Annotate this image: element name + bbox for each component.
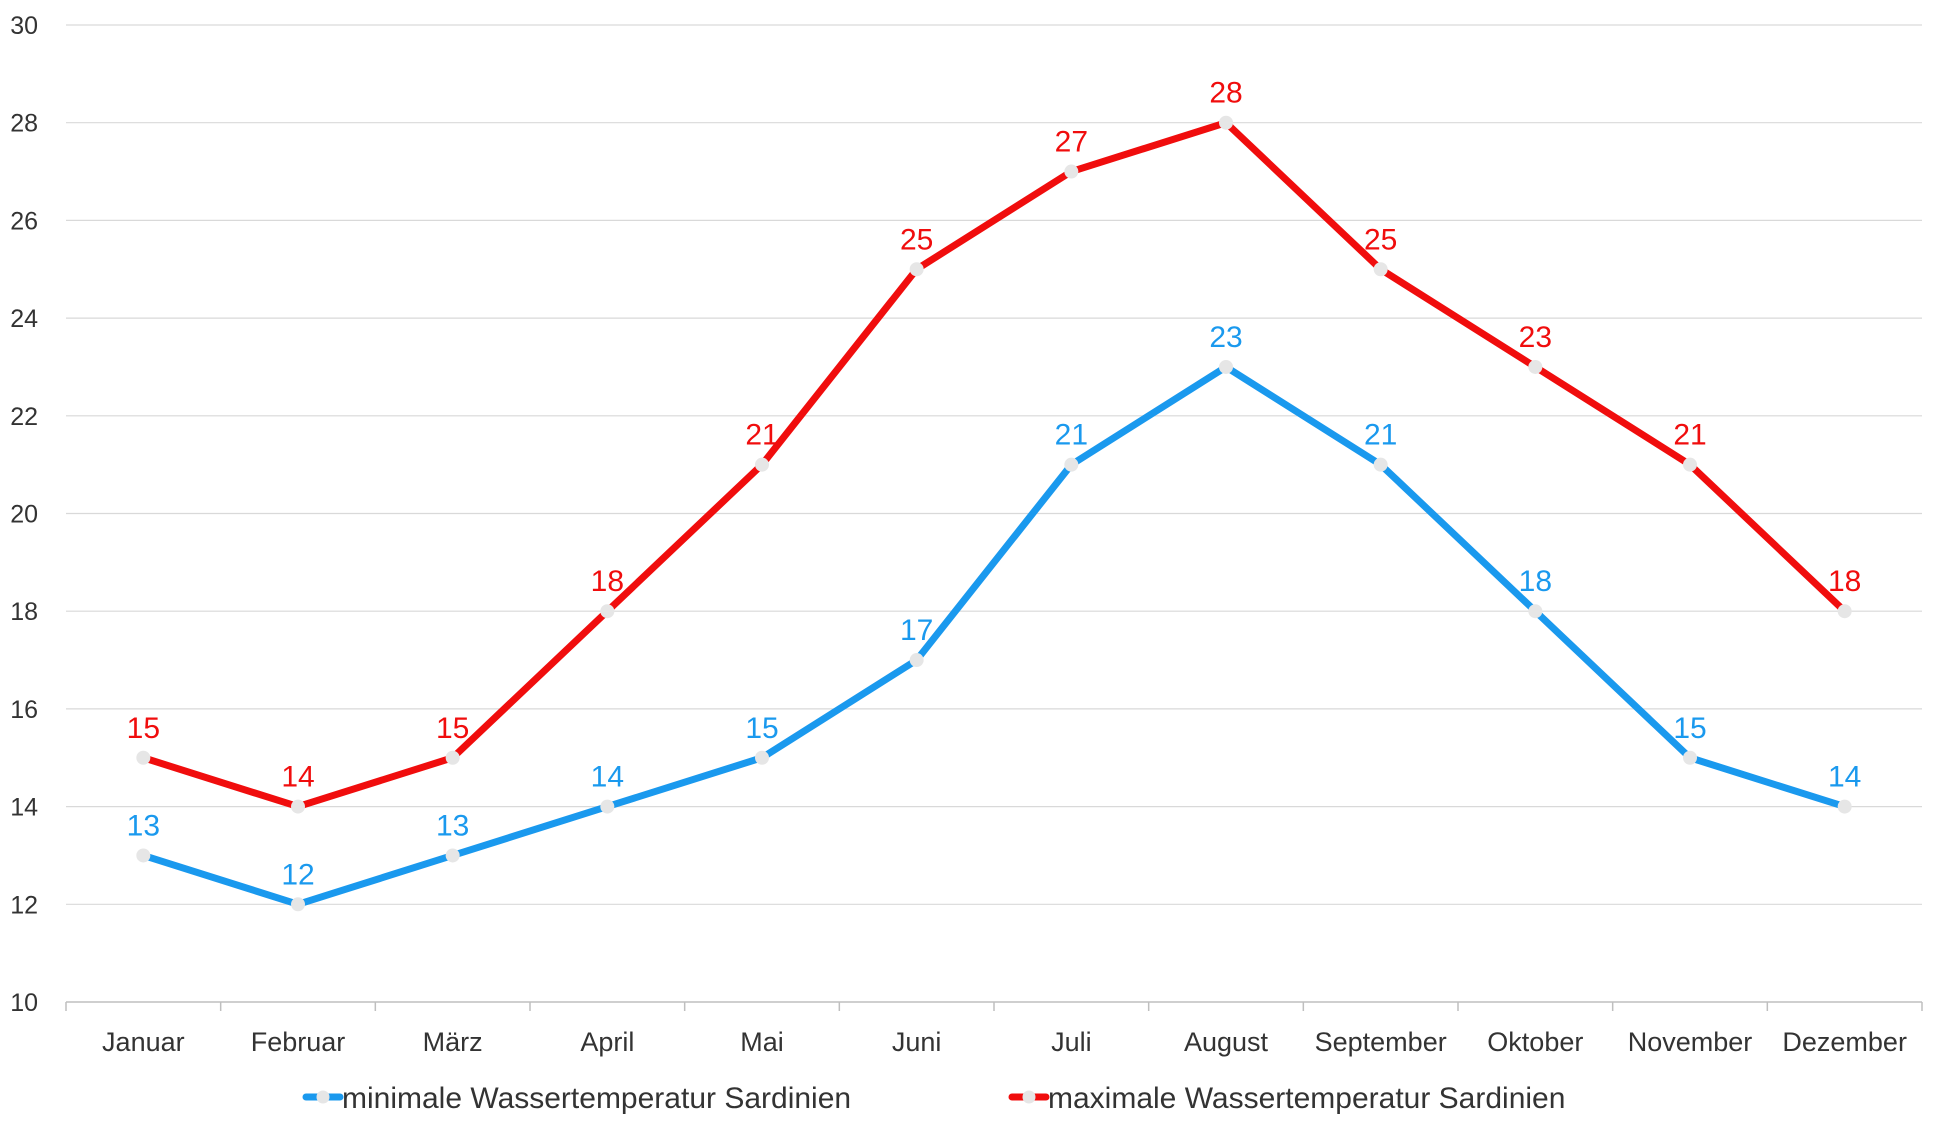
data-label: 23 <box>1519 321 1552 354</box>
data-point <box>291 799 305 814</box>
y-tick-label: 20 <box>10 501 38 529</box>
data-label: 27 <box>1055 126 1088 159</box>
x-tick-label: Februar <box>251 1027 346 1057</box>
y-tick-label: 16 <box>10 696 38 724</box>
series-line <box>139 119 1849 811</box>
data-label: 21 <box>1055 419 1088 452</box>
data-label: 21 <box>745 419 778 452</box>
data-point <box>600 799 615 814</box>
y-tick-label: 12 <box>10 891 38 919</box>
data-point <box>1064 164 1079 179</box>
data-point <box>1373 262 1388 277</box>
data-label: 25 <box>1364 223 1397 256</box>
y-tick-label: 18 <box>10 598 38 626</box>
series <box>136 115 1852 912</box>
data-label: 12 <box>281 858 314 891</box>
data-label: 25 <box>900 223 933 256</box>
data-point <box>909 653 924 668</box>
data-label: 21 <box>1673 419 1706 452</box>
x-tick-label: März <box>423 1027 483 1057</box>
y-tick-label: 10 <box>10 989 38 1017</box>
data-label: 14 <box>1828 761 1861 794</box>
legend-swatch-marker <box>316 1090 330 1104</box>
data-point <box>1064 457 1079 472</box>
data-label: 15 <box>745 712 778 745</box>
data-label: 18 <box>1519 565 1552 598</box>
series-line <box>139 363 1849 908</box>
x-tick-label: Oktober <box>1487 1027 1583 1057</box>
y-tick-label: 26 <box>10 207 38 235</box>
data-label: 13 <box>436 809 469 842</box>
x-tick-label: August <box>1184 1027 1269 1057</box>
data-point <box>136 750 151 765</box>
data-point <box>755 457 769 472</box>
data-label: 14 <box>281 761 314 794</box>
x-tick-label: Januar <box>102 1027 185 1057</box>
data-label: 18 <box>1828 565 1861 598</box>
data-label: 23 <box>1209 321 1242 354</box>
data-point <box>1837 604 1852 619</box>
gridlines <box>66 24 1922 905</box>
data-point <box>445 848 460 863</box>
data-point <box>1528 359 1543 374</box>
y-tick-label: 14 <box>10 794 38 822</box>
data-label: 15 <box>1673 712 1706 745</box>
data-point <box>1837 799 1852 814</box>
data-label: 21 <box>1364 419 1397 452</box>
data-point <box>291 897 305 912</box>
data-label: 15 <box>436 712 469 745</box>
y-tick-label: 22 <box>10 403 38 431</box>
data-point <box>1528 604 1543 619</box>
data-point <box>136 848 151 863</box>
legend-swatch-marker <box>1022 1090 1036 1104</box>
data-point <box>1373 457 1388 472</box>
data-labels: 13 12 13 14 15 17 21 23 21 18 15 14 15 14 15 18 21 25 27 28… <box>127 77 1862 892</box>
x-tick-label: Juli <box>1051 1027 1092 1057</box>
data-label: 28 <box>1209 77 1242 110</box>
x-tick-label: September <box>1315 1027 1447 1057</box>
data-point <box>600 604 615 619</box>
data-point <box>445 750 460 765</box>
axes: 10 12 14 16 18 20 22 24 26 28 30 Januar Februar März A… <box>10 12 1923 1057</box>
x-tick-label: Dezember <box>1782 1027 1907 1057</box>
x-tick-label: Mai <box>740 1027 784 1057</box>
data-label: 13 <box>127 809 160 842</box>
y-tick-label: 24 <box>10 305 38 333</box>
data-point <box>1683 457 1697 472</box>
data-label: 14 <box>591 761 624 794</box>
x-tick-label: November <box>1628 1027 1753 1057</box>
data-point <box>1219 115 1233 130</box>
data-point <box>909 262 924 277</box>
data-point <box>1683 750 1697 765</box>
data-label: 17 <box>900 614 933 647</box>
legend-label: minimale Wassertemperatur Sardinien <box>342 1082 851 1115</box>
data-point <box>1219 359 1233 374</box>
data-point <box>755 750 769 765</box>
y-tick-label: 30 <box>10 12 38 40</box>
x-tick-label: Juni <box>892 1027 942 1057</box>
data-label: 15 <box>127 712 160 745</box>
data-label: 18 <box>591 565 624 598</box>
y-tick-label: 28 <box>10 110 38 138</box>
legend: minimale Wassertemperatur Sardinien maxim… <box>302 1082 1565 1115</box>
legend-label: maximale Wassertemperatur Sardinien <box>1048 1082 1565 1115</box>
x-tick-label: April <box>580 1027 634 1057</box>
